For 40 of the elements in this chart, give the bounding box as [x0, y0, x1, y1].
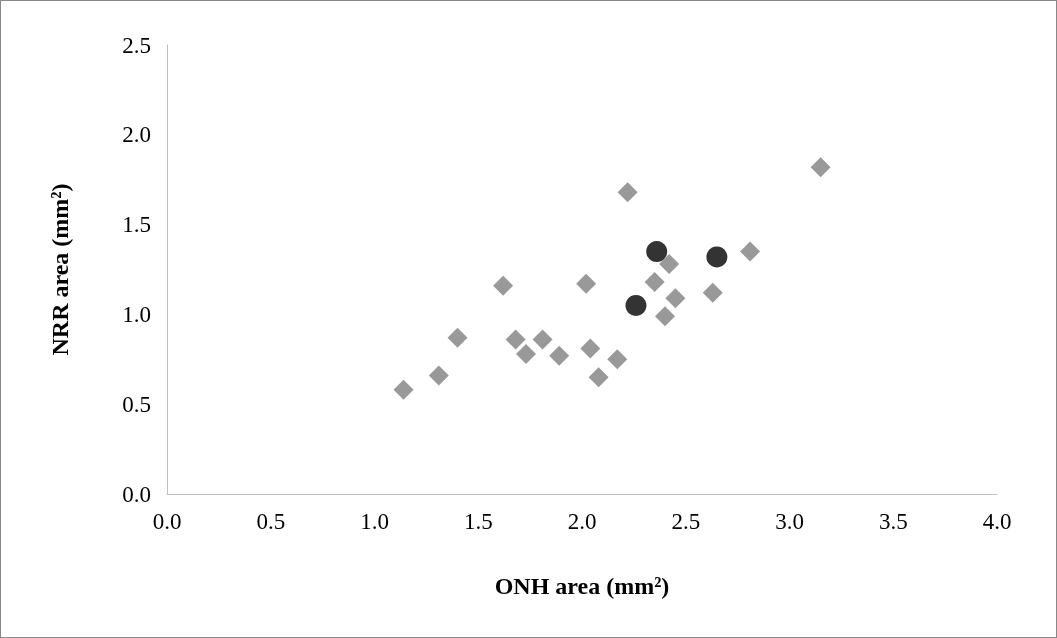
- point: [549, 345, 570, 366]
- point: [588, 367, 609, 388]
- x-tick-label: 0.0: [152, 509, 182, 534]
- point: [655, 306, 675, 327]
- point: [646, 241, 668, 263]
- x-tick-label: 3.0: [775, 509, 804, 534]
- point: [617, 182, 638, 203]
- point: [505, 329, 526, 350]
- point: [665, 288, 686, 309]
- point: [428, 365, 449, 386]
- point: [576, 273, 597, 294]
- point: [706, 246, 728, 268]
- point: [532, 329, 553, 350]
- point: [702, 282, 723, 303]
- point: [659, 254, 680, 275]
- y-tick-label: 2.0: [122, 122, 151, 148]
- point: [493, 275, 514, 296]
- point: [515, 343, 536, 364]
- point: [580, 338, 601, 359]
- y-tick-label: 1.0: [122, 301, 151, 327]
- y-tick-label: 0.0: [122, 481, 151, 507]
- x-tick-label: 2.0: [567, 509, 597, 534]
- point: [393, 379, 414, 400]
- y-tick-label: 0.5: [122, 391, 151, 417]
- x-tick-label: 0.5: [256, 509, 286, 534]
- x-tick-label: 1.0: [360, 509, 389, 534]
- x-tick-label: 3.5: [878, 509, 908, 534]
- x-tick-label: 1.5: [463, 509, 493, 534]
- point: [644, 272, 665, 293]
- x-tick-label: 2.5: [671, 509, 701, 534]
- y-tick-label: 2.5: [122, 32, 151, 58]
- point: [810, 157, 831, 178]
- point: [625, 294, 647, 316]
- y-axis-title: NRR area (mm²): [47, 183, 73, 356]
- x-axis-title: ONH area (mm²): [494, 573, 670, 599]
- y-tick-label: 1.5: [122, 212, 151, 238]
- point: [447, 327, 468, 348]
- x-tick-label: 4.0: [982, 509, 1012, 534]
- point: [740, 241, 761, 262]
- point: [607, 349, 628, 370]
